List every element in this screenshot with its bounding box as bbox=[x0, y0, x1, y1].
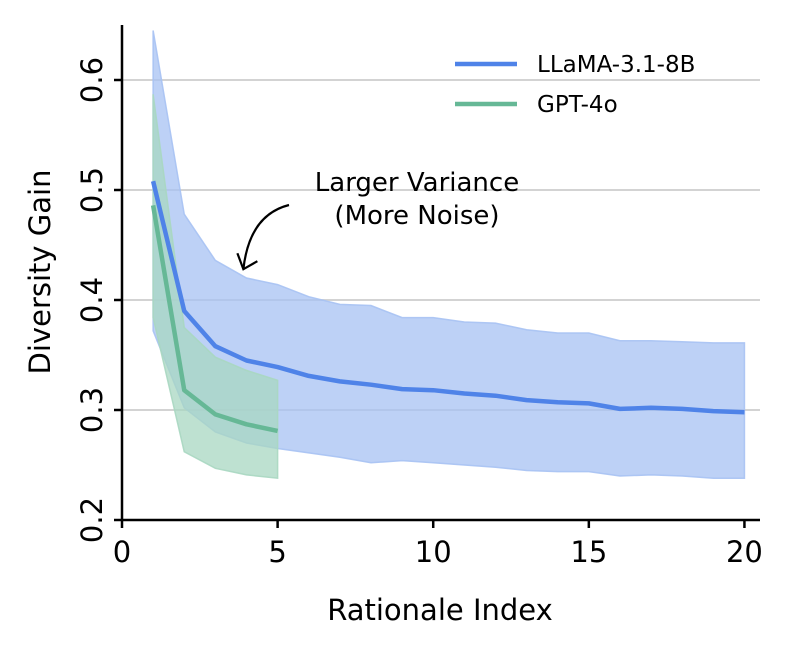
y-tick-label: 0.6 bbox=[75, 57, 109, 103]
axes bbox=[120, 25, 760, 522]
series-lines bbox=[150, 180, 745, 434]
legend-label: LLaMA-3.1-8B bbox=[537, 52, 695, 78]
y-tick-label: 0.2 bbox=[75, 497, 109, 543]
series-line bbox=[150, 180, 745, 415]
confidence-bands bbox=[152, 30, 746, 480]
x-tick-label: 20 bbox=[726, 535, 763, 569]
tick-labels: 0 5 10 15 20 0.2 0.3 0.4 0.5 0.6 bbox=[75, 57, 763, 569]
annotation: Larger Variance(More Noise) bbox=[236, 168, 519, 271]
legend-label: GPT-4o bbox=[537, 92, 618, 118]
annotation-text: (More Noise) bbox=[334, 201, 499, 231]
y-tick-label: 0.5 bbox=[75, 167, 109, 213]
legend: LLaMA-3.1-8B GPT-4o bbox=[455, 52, 695, 118]
x-tick-label: 10 bbox=[415, 535, 452, 569]
x-axis-label: Rationale Index bbox=[327, 593, 553, 627]
x-tick-label: 5 bbox=[268, 535, 286, 569]
annotation-arrow bbox=[242, 203, 290, 270]
annotation-arrowhead bbox=[236, 252, 258, 271]
x-tick-label: 0 bbox=[113, 535, 131, 569]
y-tick-label: 0.4 bbox=[75, 277, 109, 323]
y-tick-label: 0.3 bbox=[75, 387, 109, 433]
y-axis-label: Diversity Gain bbox=[23, 170, 57, 375]
annotation-text: Larger Variance bbox=[315, 168, 519, 198]
x-tick-label: 15 bbox=[570, 535, 607, 569]
confidence-band bbox=[152, 30, 746, 479]
